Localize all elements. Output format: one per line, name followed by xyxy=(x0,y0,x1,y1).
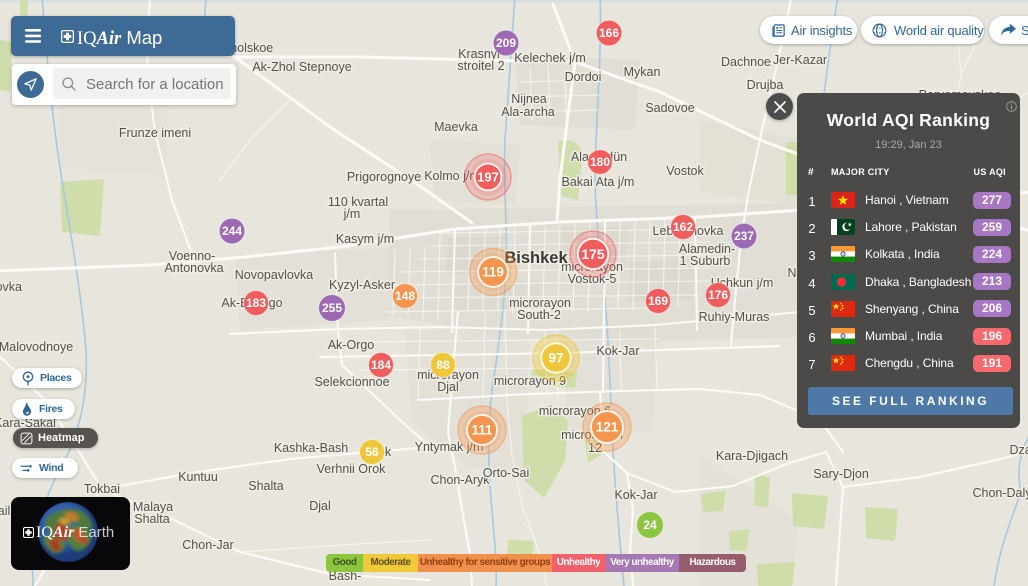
svg-text:Antonovka: Antonovka xyxy=(164,261,223,275)
svg-text:Malovodnoye: Malovodnoye xyxy=(0,340,73,354)
svg-text:244: 244 xyxy=(222,224,242,238)
svg-text:Sadovoe: Sadovoe xyxy=(645,101,694,115)
svg-text:Chon-Daly: Chon-Daly xyxy=(972,486,1028,500)
svg-text:Krasnyi: Krasnyi xyxy=(458,47,500,61)
svg-text:Dachnoe: Dachnoe xyxy=(721,55,771,69)
svg-text:162: 162 xyxy=(673,220,693,234)
svg-text:Maevka: Maevka xyxy=(434,120,478,134)
svg-text:Kasym j/m: Kasym j/m xyxy=(336,232,394,246)
svg-text:Mykan: Mykan xyxy=(624,65,661,79)
svg-text:119: 119 xyxy=(482,265,504,280)
svg-text:Novopavlovka: Novopavlovka xyxy=(235,268,314,282)
svg-text:Yntymak j/m: Yntymak j/m xyxy=(415,440,484,454)
svg-text:Chon-Aryk: Chon-Aryk xyxy=(430,473,490,487)
svg-text:Dzal: Dzal xyxy=(1009,443,1028,457)
svg-text:209: 209 xyxy=(496,36,516,50)
svg-text:Kok-Jar: Kok-Jar xyxy=(614,488,657,502)
svg-text:k: k xyxy=(385,445,392,459)
svg-text:121: 121 xyxy=(596,420,619,435)
svg-text:Ak-Orgo: Ak-Orgo xyxy=(328,338,375,352)
svg-text:255: 255 xyxy=(322,301,342,315)
svg-text:Bishkek: Bishkek xyxy=(504,249,568,267)
svg-text:24: 24 xyxy=(643,518,657,532)
svg-text:Dordoi: Dordoi xyxy=(565,70,602,84)
svg-text:88: 88 xyxy=(436,358,450,372)
svg-text:Malaya: Malaya xyxy=(133,500,173,514)
svg-text:microrayon: microrayon xyxy=(509,296,571,310)
svg-text:Drujba: Drujba xyxy=(747,78,784,92)
svg-text:molskoe: molskoe xyxy=(227,41,274,55)
svg-text:ail: ail xyxy=(0,504,10,518)
svg-text:Selekcionnoe: Selekcionnoe xyxy=(314,375,389,389)
svg-text:Shalta: Shalta xyxy=(134,512,169,526)
svg-text:Vostok-5: Vostok-5 xyxy=(568,272,617,286)
svg-text:237: 237 xyxy=(734,229,754,243)
svg-text:Nijnea: Nijnea xyxy=(511,92,546,106)
svg-text:Kashka-Bash: Kashka-Bash xyxy=(274,441,348,455)
svg-text:Ak-Zhol Stepnoye: Ak-Zhol Stepnoye xyxy=(252,60,351,74)
svg-text:Sary-Djon: Sary-Djon xyxy=(813,467,869,481)
svg-text:j/m: j/m xyxy=(343,207,361,221)
svg-text:166: 166 xyxy=(599,26,619,40)
svg-text:Alamedin-: Alamedin- xyxy=(679,242,735,256)
svg-text:Kyzyl-Asker: Kyzyl-Asker xyxy=(329,278,395,292)
svg-text:Bakai Ata j/m: Bakai Ata j/m xyxy=(562,175,635,189)
svg-text:Frunze imeni: Frunze imeni xyxy=(119,126,191,140)
svg-text:stroitel 2: stroitel 2 xyxy=(457,59,504,73)
svg-text:South-2: South-2 xyxy=(517,308,561,322)
svg-text:169: 169 xyxy=(648,294,668,308)
svg-text:148: 148 xyxy=(395,289,415,303)
svg-text:197: 197 xyxy=(477,170,499,185)
svg-text:97: 97 xyxy=(548,351,563,366)
svg-text:Kuntuu: Kuntuu xyxy=(178,470,218,484)
svg-text:180: 180 xyxy=(590,155,610,169)
svg-text:110 kvartal: 110 kvartal xyxy=(328,195,388,209)
svg-text:56: 56 xyxy=(365,445,379,459)
svg-text:Jer-Kazar: Jer-Kazar xyxy=(773,53,827,67)
svg-text:Chon-Jar: Chon-Jar xyxy=(182,538,233,552)
svg-text:Ruhiy-Muras: Ruhiy-Muras xyxy=(699,310,770,324)
svg-text:Voenno-: Voenno- xyxy=(169,249,216,263)
svg-text:111: 111 xyxy=(471,423,493,438)
svg-text:Prigorognoye: Prigorognoye xyxy=(347,170,421,184)
svg-text:Vostok: Vostok xyxy=(666,164,704,178)
svg-text:1 Suburb: 1 Suburb xyxy=(680,254,731,268)
svg-text:Tokbai: Tokbai xyxy=(84,482,120,496)
svg-text:Orto-Sai: Orto-Sai xyxy=(483,466,530,480)
svg-text:ilovka: ilovka xyxy=(0,280,22,294)
svg-text:Djal: Djal xyxy=(437,380,459,394)
svg-text:Kelechek j/m: Kelechek j/m xyxy=(514,51,586,65)
svg-text:Shalta: Shalta xyxy=(248,479,283,493)
svg-text:176: 176 xyxy=(708,288,728,302)
svg-text:175: 175 xyxy=(581,246,605,262)
svg-text:Kara-Djigach: Kara-Djigach xyxy=(716,449,788,463)
svg-text:184: 184 xyxy=(371,358,391,372)
svg-text:183: 183 xyxy=(246,296,266,310)
svg-text:Djal: Djal xyxy=(309,499,331,513)
svg-text:Ala-archa: Ala-archa xyxy=(501,105,555,119)
svg-text:Kok-Jar: Kok-Jar xyxy=(596,344,639,358)
svg-text:microrayon 9: microrayon 9 xyxy=(494,374,566,388)
